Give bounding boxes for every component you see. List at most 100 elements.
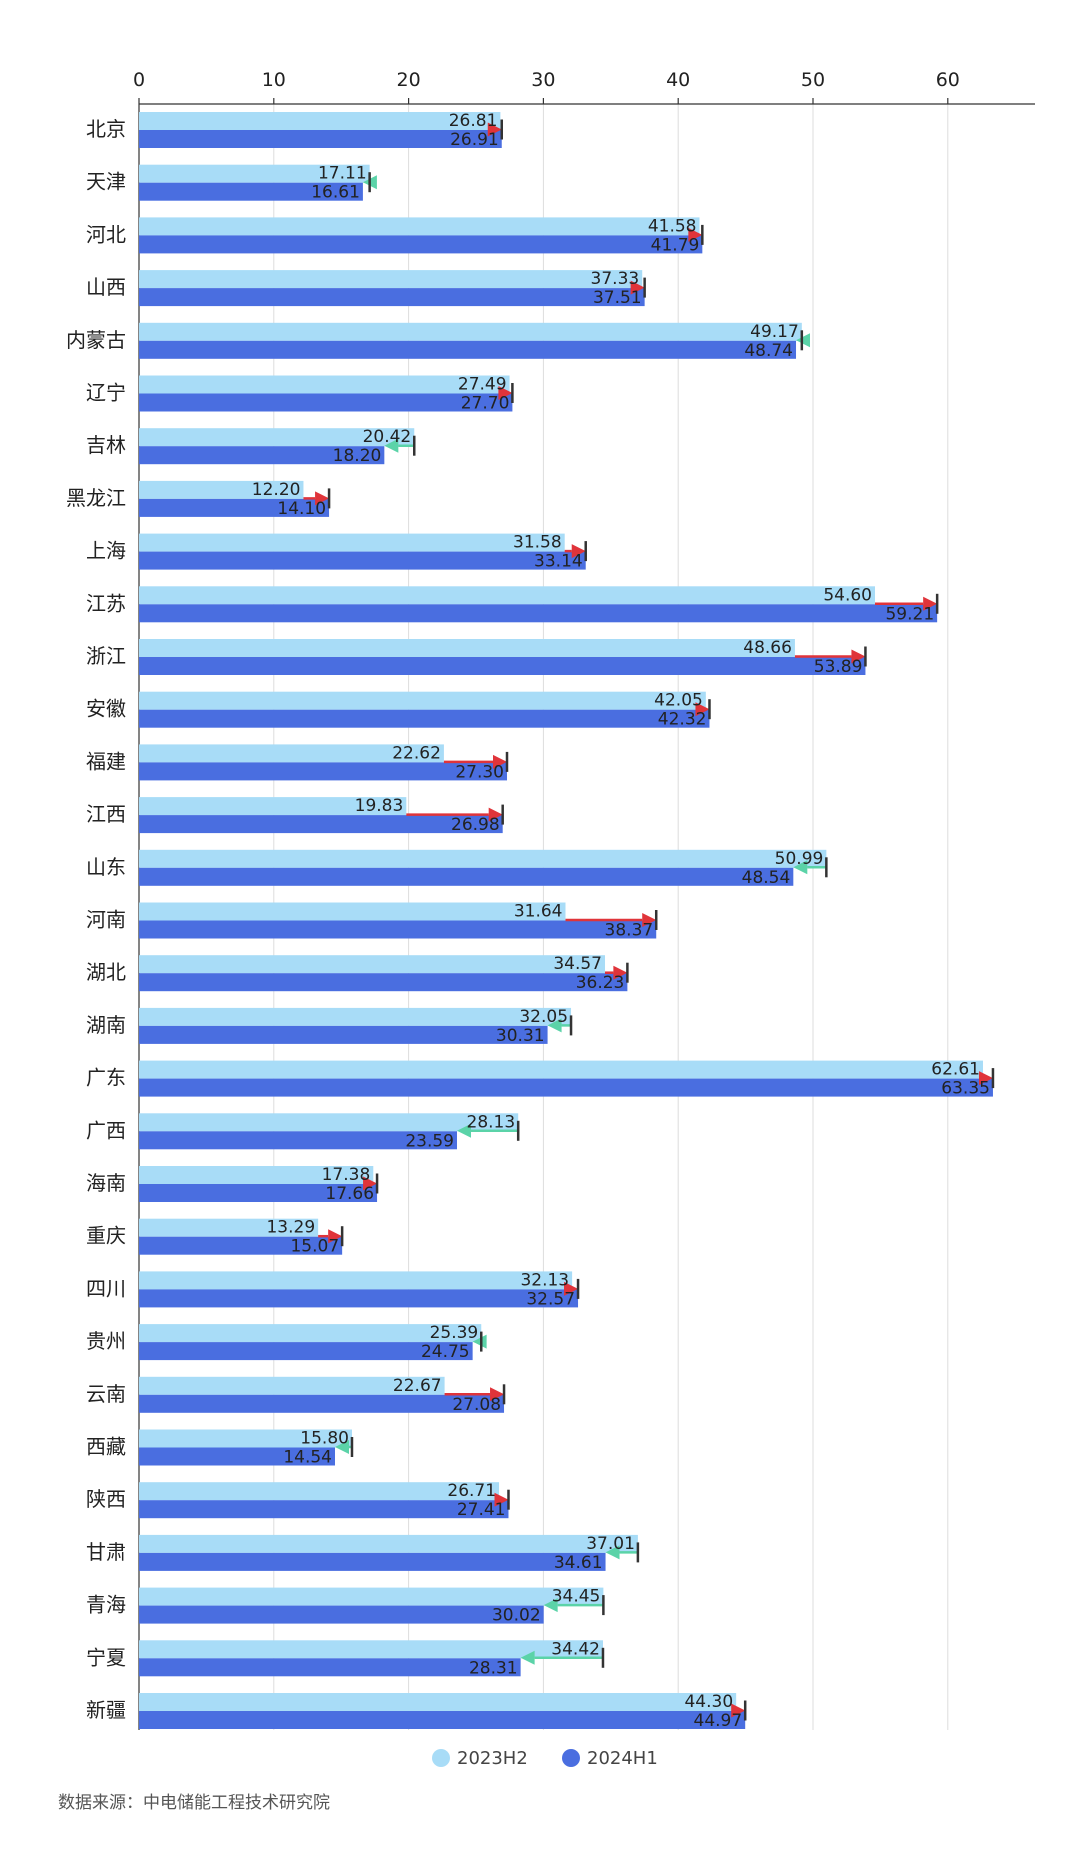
bar-2023h2: [139, 428, 415, 447]
bar-2024h1: [139, 130, 502, 148]
value-label-2023h2: 26.81: [449, 111, 498, 131]
bar-2024h1: [139, 1078, 993, 1097]
value-label-2024h1: 26.91: [450, 130, 499, 150]
change-arrow-head: [487, 122, 502, 137]
bar-2024h1: [139, 498, 330, 517]
value-label-2024h1: 38.37: [605, 921, 654, 941]
bar-2023h2: [139, 322, 802, 341]
value-label-2023h2: 54.60: [823, 585, 872, 605]
category-label: 山西: [86, 275, 126, 299]
bar-2023h2: [139, 1640, 603, 1659]
change-arrow-head: [731, 1703, 746, 1718]
value-label-2024h1: 48.54: [742, 868, 791, 888]
x-tick-label: 40: [666, 69, 690, 91]
value-label-2024h1: 30.02: [492, 1606, 541, 1626]
bar-2023h2: [139, 955, 606, 974]
bar-2023h2: [139, 1007, 572, 1026]
value-label-2024h1: 37.51: [593, 288, 642, 308]
value-label-2023h2: 13.29: [266, 1218, 315, 1238]
bar-2024h1: [139, 815, 503, 834]
x-tick-label: 10: [262, 69, 286, 91]
value-label-2024h1: 17.66: [325, 1184, 374, 1204]
value-label-2023h2: 34.57: [553, 954, 602, 974]
category-label: 西藏: [86, 1435, 126, 1459]
bar-2024h1: [139, 1711, 746, 1729]
bar-2023h2: [139, 1218, 319, 1237]
value-label-2024h1: 14.10: [277, 499, 326, 519]
value-label-2024h1: 44.97: [694, 1711, 743, 1731]
bar-2024h1: [139, 1131, 457, 1150]
bar-2024h1: [139, 1605, 544, 1624]
value-label-2023h2: 31.64: [514, 902, 563, 922]
bar-2024h1: [139, 1025, 548, 1044]
category-label: 湖南: [86, 1013, 126, 1037]
bar-2023h2: [139, 1376, 445, 1395]
change-arrow-head: [490, 1387, 505, 1402]
category-label: 河南: [86, 908, 126, 932]
value-label-2024h1: 53.89: [814, 657, 863, 677]
category-label: 辽宁: [86, 381, 126, 405]
bar-2024h1: [139, 1447, 335, 1466]
value-label-2024h1: 36.23: [576, 973, 625, 993]
value-label-2024h1: 27.30: [455, 762, 504, 782]
bar-2023h2: [139, 691, 706, 710]
bar-2024h1: [139, 762, 508, 781]
bar-2023h2: [139, 270, 643, 289]
value-label-2024h1: 41.79: [651, 235, 700, 255]
value-label-2023h2: 37.01: [586, 1534, 635, 1554]
bar-2023h2: [139, 1271, 573, 1290]
bar-2024h1: [139, 446, 385, 465]
value-label-2023h2: 17.11: [318, 164, 367, 184]
value-label-2023h2: 17.38: [322, 1165, 371, 1185]
bar-2024h1: [139, 288, 645, 307]
value-label-2023h2: 62.61: [931, 1060, 980, 1080]
change-arrow-head: [571, 544, 586, 559]
category-label: 安徽: [86, 697, 126, 721]
change-arrow-head: [363, 1176, 378, 1191]
change-arrow-head: [384, 438, 399, 453]
change-arrow-head: [543, 1598, 558, 1613]
category-label: 海南: [86, 1171, 126, 1195]
bar-2024h1: [139, 657, 866, 675]
value-label-2023h2: 34.45: [552, 1587, 601, 1607]
x-tick-label: 0: [133, 69, 145, 91]
value-label-2023h2: 25.39: [430, 1323, 479, 1343]
bar-2024h1: [139, 920, 657, 939]
change-arrow-head: [642, 913, 657, 927]
value-label-2023h2: 49.17: [750, 322, 799, 342]
change-arrow-head: [520, 1650, 535, 1665]
category-label: 福建: [86, 749, 126, 773]
bar-2024h1: [139, 1394, 505, 1413]
value-label-2023h2: 19.83: [355, 796, 404, 816]
legend-label-2023h2: 2023H2: [457, 1748, 528, 1769]
value-label-2024h1: 24.75: [421, 1342, 470, 1362]
legend-label-2024h1: 2024H1: [587, 1748, 658, 1769]
category-label: 宁夏: [86, 1645, 126, 1669]
change-arrow-head: [547, 1018, 562, 1033]
change-arrow-head: [695, 702, 710, 717]
value-label-2024h1: 16.61: [311, 183, 360, 203]
change-arrow-head: [613, 965, 628, 980]
category-label: 甘肃: [86, 1540, 126, 1564]
category-label: 吉林: [86, 433, 126, 457]
value-label-2024h1: 27.41: [457, 1500, 506, 1520]
category-label: 四川: [86, 1276, 126, 1300]
category-label: 陕西: [86, 1487, 126, 1511]
x-tick-label: 50: [801, 69, 825, 91]
change-arrow-head: [630, 280, 645, 295]
value-label-2024h1: 34.61: [554, 1553, 603, 1573]
value-label-2024h1: 32.57: [526, 1289, 575, 1309]
value-label-2023h2: 15.80: [300, 1429, 349, 1449]
bar-2023h2: [139, 902, 566, 921]
category-label: 广西: [86, 1118, 126, 1142]
legend-marker-2023h2: [432, 1749, 450, 1767]
value-label-2024h1: 26.98: [451, 815, 500, 835]
category-label: 青海: [86, 1593, 126, 1617]
bar-2023h2: [139, 797, 407, 816]
change-arrow-head: [493, 754, 508, 769]
category-label: 江苏: [86, 591, 126, 615]
value-label-2023h2: 31.58: [513, 533, 562, 553]
value-label-2024h1: 48.74: [744, 341, 793, 361]
category-label: 天津: [86, 170, 126, 194]
